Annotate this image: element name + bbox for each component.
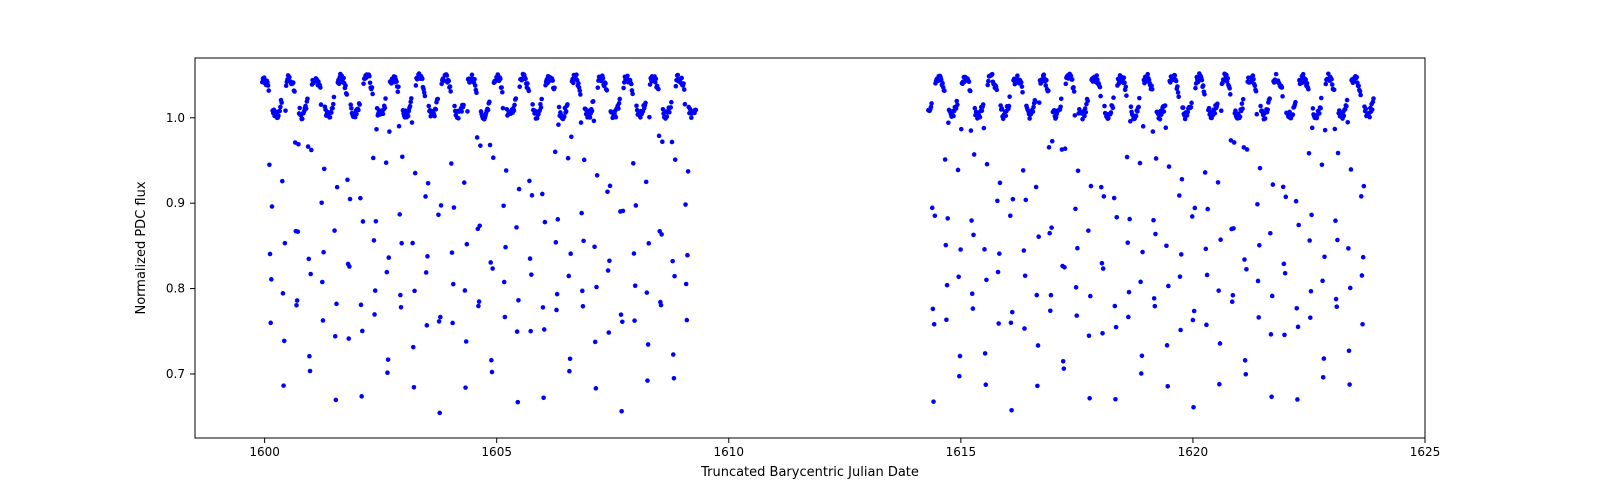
x-tick-label: 1605 [481, 445, 512, 459]
x-tick-label: 1615 [946, 445, 977, 459]
x-tick-label: 1625 [1410, 445, 1441, 459]
lightcurve-chart: 1600 1605 1610 1615 1620 1625 0.7 0.8 0.9 1.0 Trun… [0, 0, 1600, 500]
x-tick-label: 1600 [249, 445, 280, 459]
y-tick-label: 0.7 [166, 367, 185, 381]
y-tick-label: 0.8 [166, 282, 185, 296]
x-tick-label: 1620 [1178, 445, 1209, 459]
y-axis-label: Normalized PDC flux [134, 181, 149, 314]
x-tick-label: 1610 [714, 445, 745, 459]
chart-svg: 1600 1605 1610 1615 1620 1625 0.7 0.8 0.9 1.0 Trun… [0, 0, 1600, 500]
y-tick-label: 1.0 [166, 111, 185, 125]
x-axis-label: Truncated Barycentric Julian Date [700, 465, 919, 480]
y-tick-label: 0.9 [166, 196, 185, 210]
